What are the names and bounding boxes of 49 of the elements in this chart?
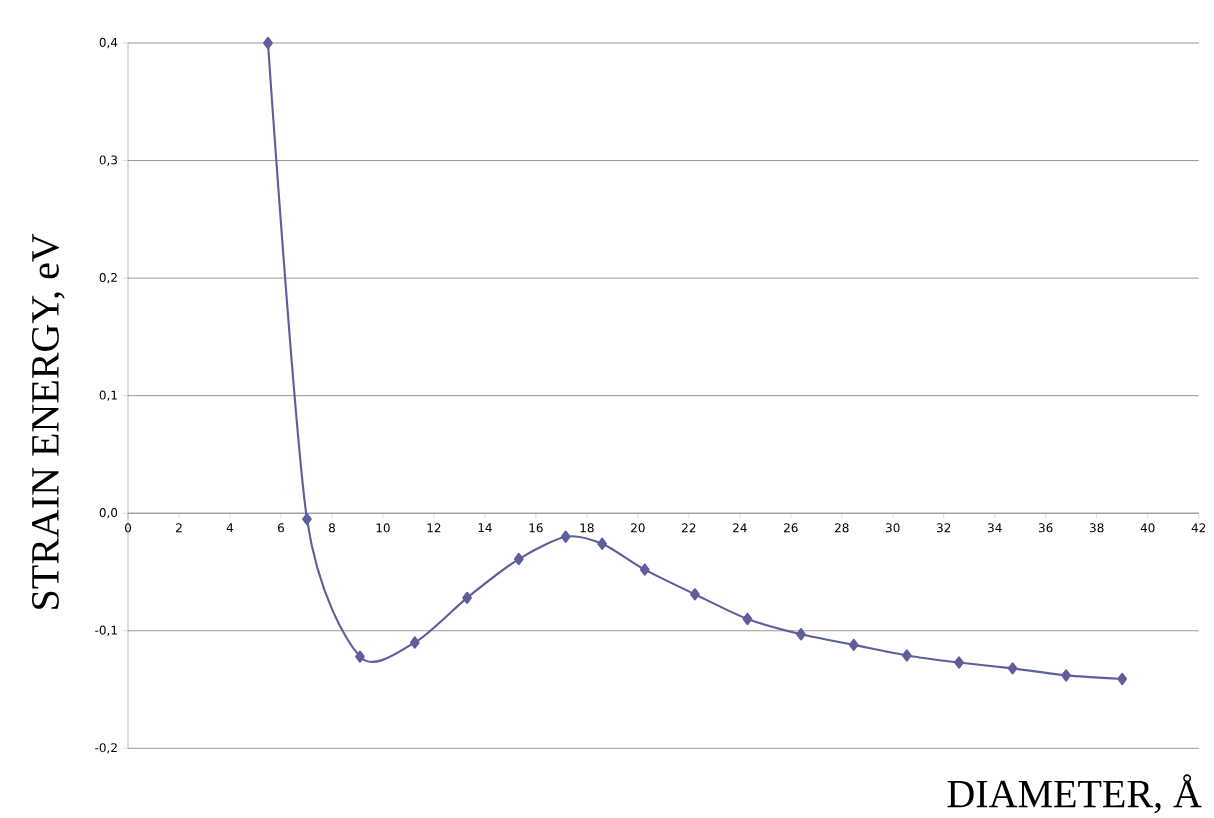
- y-tick-label: -0,1: [95, 625, 117, 637]
- x-tick-label: 2: [176, 523, 182, 533]
- x-tick-label: 10: [376, 523, 390, 533]
- y-tick-label: 0,2: [99, 273, 117, 284]
- x-tick-label: 8: [328, 523, 335, 533]
- x-tick-label: 20: [631, 523, 645, 533]
- x-tick-label: 42: [1191, 523, 1206, 533]
- point: [1007, 662, 1018, 675]
- point: [690, 588, 700, 601]
- point: [639, 563, 650, 576]
- point: [560, 530, 571, 543]
- y-tick-label: -0,2: [95, 743, 117, 754]
- x-axis-title: DIAMETER, Å: [947, 774, 1202, 814]
- x-tick-label: 40: [1140, 523, 1155, 533]
- point: [1061, 669, 1071, 682]
- y-tick-label: 0,0: [99, 508, 118, 519]
- point: [848, 638, 859, 652]
- point: [742, 613, 753, 626]
- point: [302, 513, 312, 526]
- x-tick-label: 4: [226, 523, 234, 533]
- x-tick-label: 14: [478, 523, 492, 533]
- x-tick-label: 24: [733, 523, 747, 533]
- point: [355, 650, 365, 663]
- x-tick-label: 16: [529, 523, 543, 533]
- point: [513, 553, 524, 566]
- x-tick-label: 6: [277, 523, 285, 533]
- point: [901, 649, 912, 662]
- x-tick-label: 26: [784, 523, 798, 533]
- point: [462, 591, 472, 605]
- x-tick-label: 32: [937, 523, 951, 533]
- point: [954, 656, 964, 669]
- point: [263, 36, 273, 50]
- y-tick-label: 0,1: [99, 390, 117, 401]
- x-tick-label: 34: [988, 523, 1002, 533]
- x-tick-label: 12: [427, 523, 441, 533]
- point: [409, 636, 420, 649]
- point: [597, 537, 608, 551]
- x-tick-label: 36: [1039, 523, 1053, 533]
- x-tick-label: 38: [1089, 523, 1104, 533]
- x-tick-label: 18: [580, 523, 594, 533]
- x-tick-label: 22: [682, 523, 696, 533]
- y-tick-label: 0,3: [99, 155, 117, 166]
- y-axis-title: STRAIN ENERGY, eV: [31, 233, 65, 609]
- x-tick-label: 28: [835, 523, 849, 533]
- y-tick-label: 0,4: [99, 37, 118, 49]
- point: [796, 628, 806, 641]
- x-tick-label: 0: [124, 523, 132, 533]
- x-tick-label: 30: [886, 523, 900, 533]
- point: [1117, 672, 1128, 686]
